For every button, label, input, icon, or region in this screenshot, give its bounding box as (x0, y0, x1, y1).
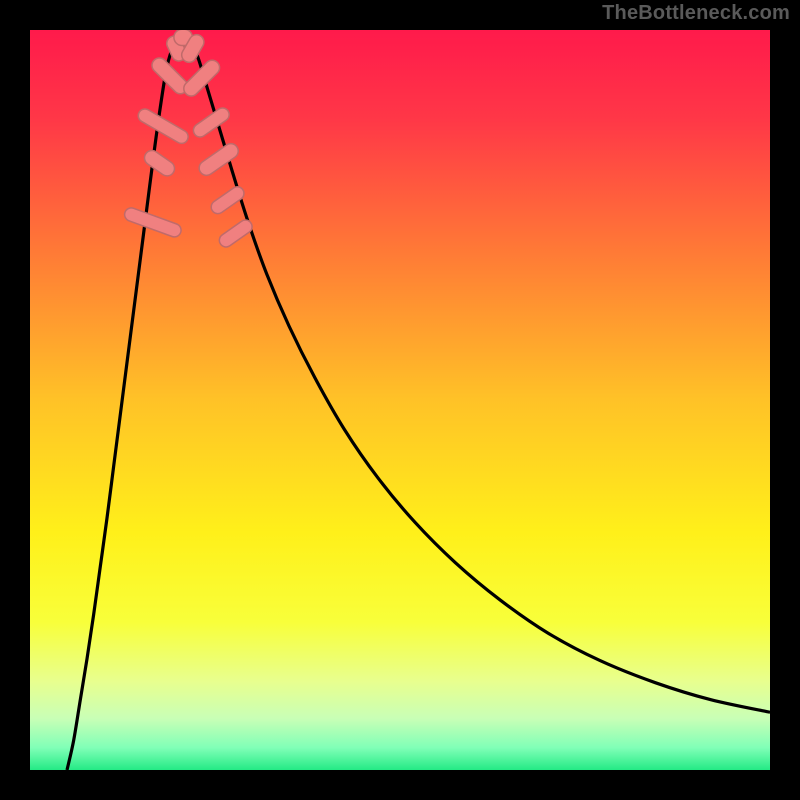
watermark-text: TheBottleneck.com (602, 2, 790, 25)
background-gradient (30, 30, 770, 770)
chart-frame: TheBottleneck.com (0, 0, 800, 800)
plot-area (30, 30, 770, 770)
